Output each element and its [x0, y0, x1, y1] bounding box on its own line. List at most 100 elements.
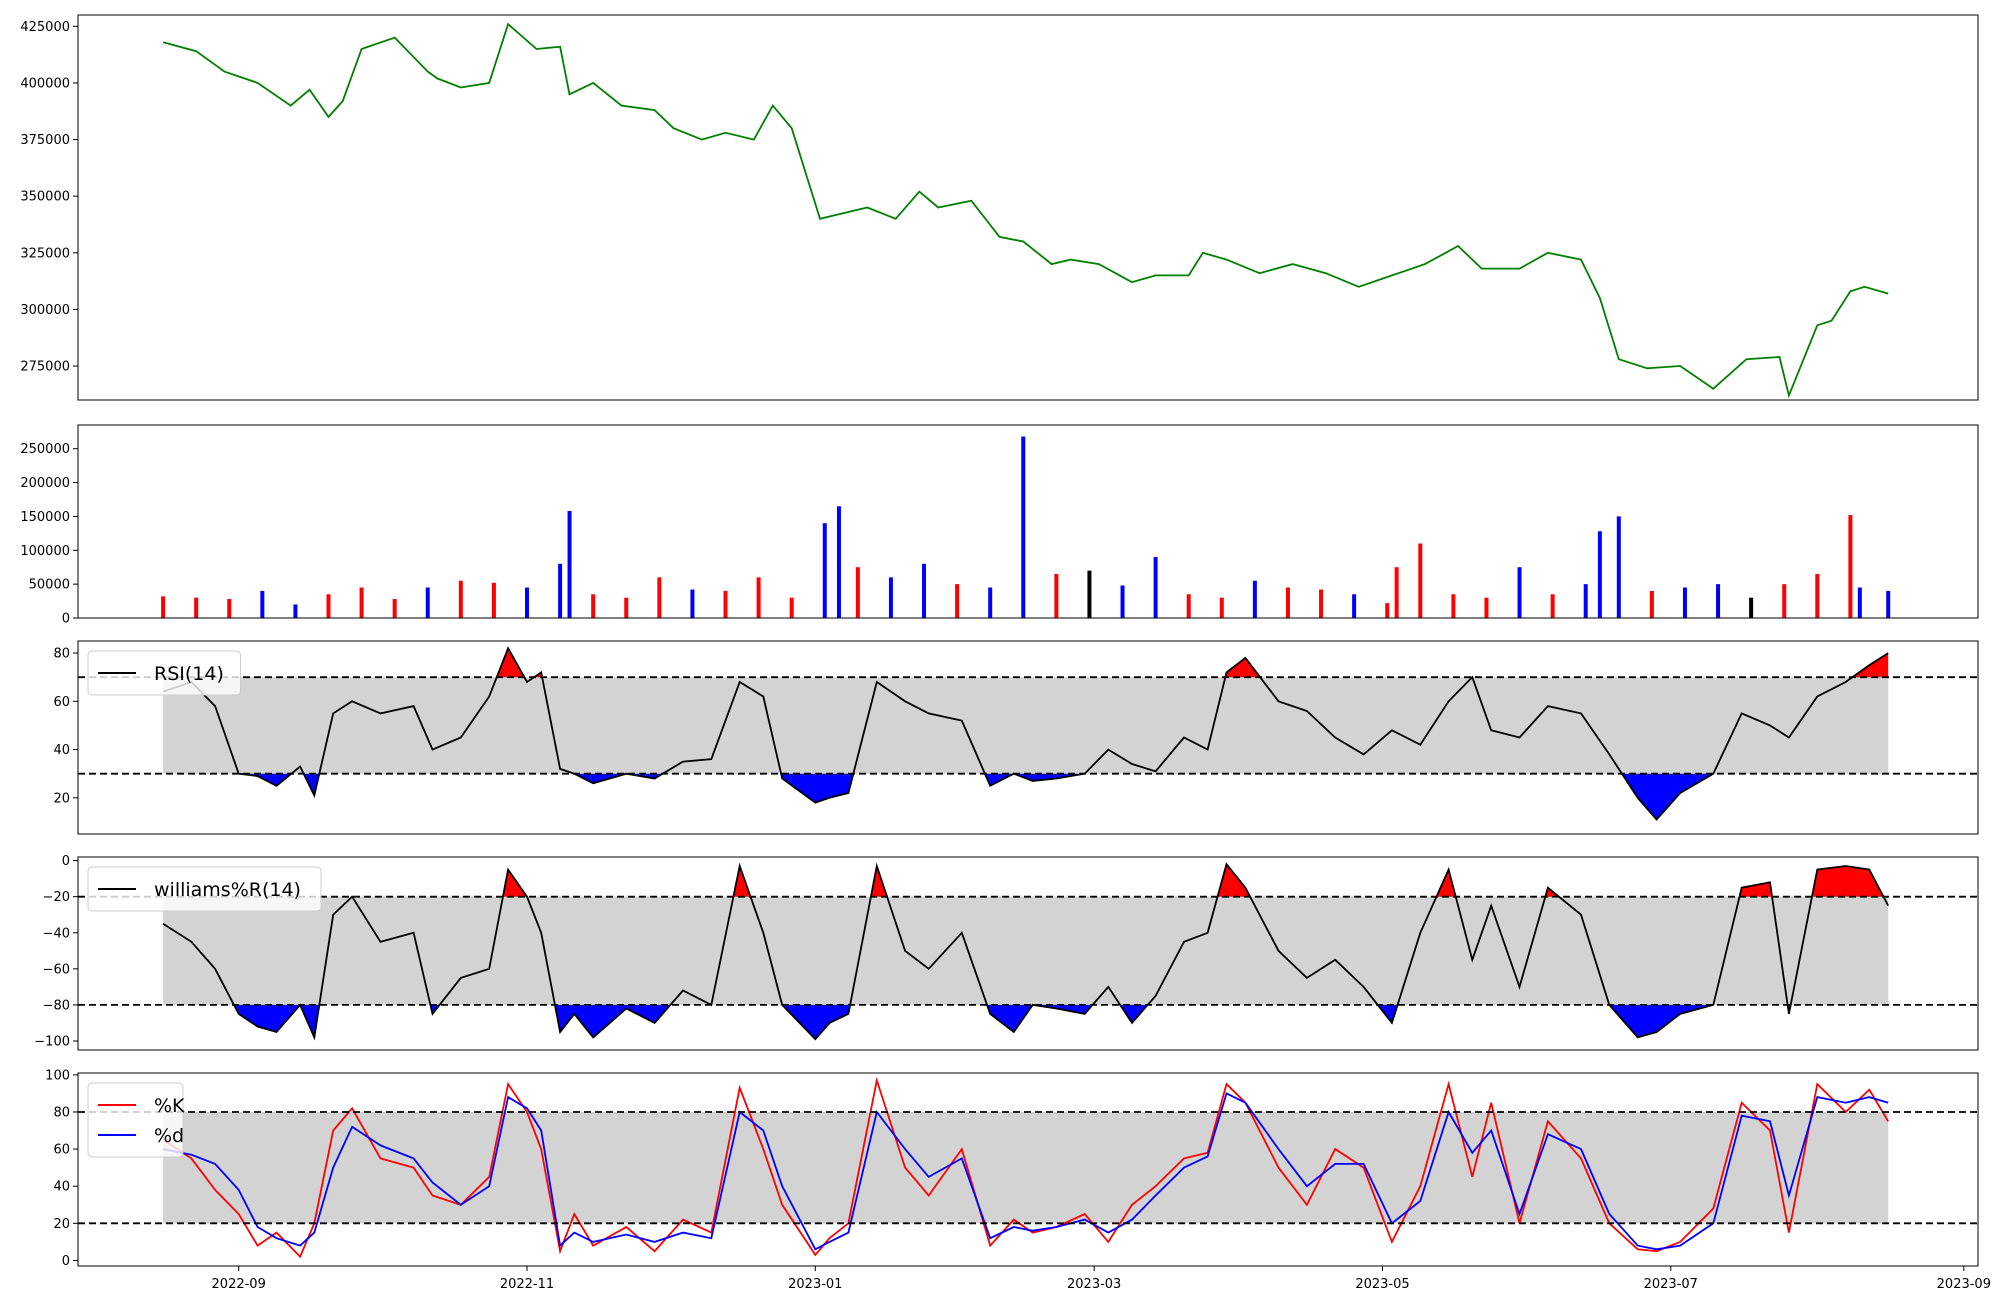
williams-oversold-fill	[782, 1004, 851, 1040]
x-tick-label: 2022-09	[212, 1277, 266, 1292]
price-y-tick-label: 400000	[20, 76, 70, 91]
williams-overbought-fill	[870, 866, 887, 897]
x-tick-label: 2023-03	[1067, 1277, 1121, 1292]
williams-oversold-fill	[1120, 1004, 1148, 1023]
volume-bar	[1285, 587, 1290, 618]
price-y-tick-label: 300000	[20, 303, 70, 318]
rsi-panel: 20 40 60 80 RSI(14)	[53, 640, 1979, 835]
rsi-overbought-fill	[496, 648, 525, 678]
x-tick-label: 2022-11	[500, 1277, 554, 1292]
volume-bar	[756, 577, 761, 618]
volume-bar	[194, 597, 199, 618]
volume-bar	[836, 506, 841, 618]
williams-overbought-fill	[1812, 866, 1884, 897]
volume-bar	[955, 584, 960, 618]
volume-bar	[392, 599, 397, 618]
volume-bar	[1716, 584, 1721, 618]
williams-y-tick-label: −40	[43, 926, 70, 941]
volume-bar	[1252, 580, 1257, 618]
stoch-y-tick-label: 40	[53, 1180, 70, 1195]
williams-oversold-fill	[234, 1004, 320, 1038]
volume-bar	[1451, 594, 1456, 618]
williams-y-tick-label: −80	[43, 998, 70, 1013]
d-legend-label: %d	[154, 1125, 184, 1147]
rsi-oversold-fill	[1621, 773, 1714, 820]
rsi-axes-frame	[77, 640, 1979, 835]
volume-y-tick-label: 150000	[20, 510, 70, 525]
stoch-y-tick-label: 0	[62, 1254, 70, 1269]
rsi-legend-box	[87, 650, 241, 696]
volume-bar	[922, 563, 927, 618]
rsi-y-tick-label: 20	[53, 791, 70, 806]
volume-bar	[425, 587, 430, 618]
volume-bar	[567, 511, 572, 618]
volume-bar	[888, 577, 893, 618]
volume-y-tick-label: 50000	[29, 578, 70, 593]
volume-bar	[690, 589, 695, 618]
volume-bars	[161, 436, 1891, 618]
stochastic-legend: %K %d	[87, 1082, 185, 1158]
volume-bar	[1319, 589, 1324, 618]
williams-axes-frame	[77, 856, 1979, 1051]
volume-axes-frame	[77, 424, 1979, 619]
williams-oversold-fill	[1609, 1004, 1714, 1038]
williams-plot	[78, 862, 1978, 1041]
volume-bar	[1682, 587, 1687, 618]
volume-bar	[1484, 597, 1489, 618]
williams-y-ticks: −100 −80 −60 −40 −20 0	[34, 854, 78, 1049]
williams-overbought-fill	[502, 869, 527, 897]
volume-bar	[227, 599, 232, 618]
price-panel: 275000 300000 325000 350000 375000 400000 4250…	[20, 14, 1979, 401]
volume-bar	[558, 563, 563, 618]
volume-bar	[1782, 584, 1787, 618]
williams-y-tick-label: −20	[43, 890, 70, 905]
price-line-area	[162, 22, 1889, 399]
x-tick-label: 2023-01	[788, 1277, 842, 1292]
williams-legend-box	[87, 866, 322, 912]
volume-bar	[1815, 573, 1820, 618]
price-axes-frame	[77, 14, 1979, 401]
price-y-ticks: 275000 300000 325000 350000 375000 400000 4250…	[20, 20, 78, 375]
rsi-legend-label: RSI(14)	[154, 663, 224, 685]
volume-bar	[657, 577, 662, 618]
price-y-tick-label: 375000	[20, 133, 70, 148]
price-y-tick-label: 350000	[20, 190, 70, 205]
volume-bar	[1848, 515, 1853, 618]
williams-band	[163, 896, 1889, 1005]
d-line	[162, 1092, 1889, 1251]
volume-bar	[988, 587, 993, 618]
k-line	[162, 1076, 1889, 1259]
volume-bar	[1749, 597, 1754, 618]
volume-bar	[855, 567, 860, 618]
volume-bar	[624, 597, 629, 618]
rsi-y-tick-label: 40	[53, 743, 70, 758]
volume-bar	[326, 594, 331, 618]
stochastic-panel: 0 20 40 60 80 100 %K %d 2022-09 2022-11 2023-01…	[45, 1068, 1991, 1292]
volume-bar	[1021, 436, 1026, 618]
volume-bar	[1120, 585, 1125, 618]
volume-bar	[1186, 594, 1191, 618]
volume-bar	[1517, 567, 1522, 618]
volume-y-tick-label: 250000	[20, 442, 70, 457]
price-y-tick-label: 325000	[20, 246, 70, 261]
volume-y-ticks: 0 50000 100000 150000 200000 250000	[20, 442, 78, 627]
williams-y-tick-label: −100	[34, 1034, 70, 1049]
stochastic-y-ticks: 0 20 40 60 80 100	[45, 1068, 78, 1269]
rsi-overbought-fill	[1225, 657, 1261, 678]
stochastic-axes-frame	[77, 1072, 1979, 1267]
volume-bar	[1886, 590, 1891, 618]
williams-line	[162, 862, 1889, 1041]
rsi-y-tick-label: 80	[53, 647, 70, 662]
williams-overbought-fill	[1217, 864, 1251, 897]
volume-bar	[1418, 543, 1423, 618]
volume-bar	[1649, 590, 1654, 618]
williams-y-tick-label: 0	[62, 854, 70, 869]
volume-bar	[1394, 567, 1399, 618]
rsi-oversold-fill	[984, 773, 1085, 786]
volume-bar	[1054, 573, 1059, 618]
stoch-y-tick-label: 80	[53, 1105, 70, 1120]
volume-bar	[359, 587, 364, 618]
volume-bar	[1087, 570, 1092, 618]
volume-panel: 0 50000 100000 150000 200000 250000	[20, 424, 1979, 627]
